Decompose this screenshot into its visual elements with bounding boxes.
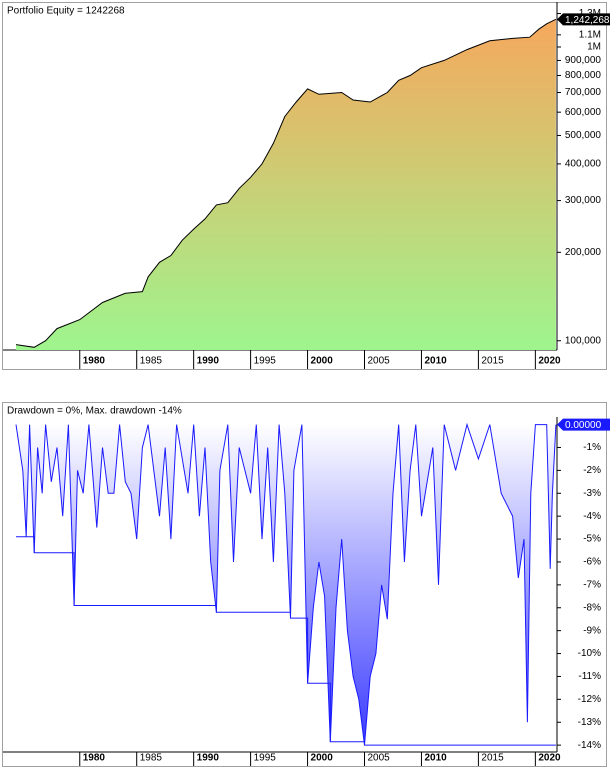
y-tick-label: 500,000 [565,130,602,141]
y-tick-label: -13% [578,717,601,728]
x-tick-label: 2020 [538,356,561,367]
x-tick-label: 1995 [254,356,277,367]
y-tick-label: -3% [583,488,601,499]
x-tick-label: 1985 [140,356,163,367]
y-tick-label: -4% [583,511,601,522]
x-tick-label: 2015 [481,356,504,367]
x-tick-label: 1980 [83,356,106,367]
x-tick-label: 2010 [424,753,447,764]
y-tick-label: 600,000 [565,107,602,118]
line [15,18,557,348]
y-tick-label: 100,000 [565,335,602,346]
area [16,19,556,350]
y-tick-label: 1M [587,42,601,53]
line [15,422,557,746]
y-tick-label: -1% [583,442,601,453]
y-tick-label: 900,000 [565,55,602,66]
plot [15,18,557,350]
y-tick-label: -5% [583,534,601,545]
y-tick-label: -14% [578,740,601,751]
y-tick-label: -12% [578,694,601,705]
value-label: 0.00000 [565,420,602,431]
plot [15,422,557,746]
x-tick-label: 1995 [254,753,277,764]
value-marker [557,13,610,26]
x-tick-label: 1990 [197,753,220,764]
y-tick-label: 700,000 [565,87,602,98]
y-tick-label: 800,000 [565,70,602,81]
y-tick-label: 1.1M [579,29,601,40]
y-tick-label: 300,000 [565,195,602,206]
y-tick-label: -9% [583,625,601,636]
x-tick-label: 1990 [197,356,220,367]
x-tick-label: 2005 [368,356,391,367]
x-tick-label: 1985 [140,753,163,764]
value-label: 1,242,268 [565,15,610,26]
x-tick-label: 2005 [368,753,391,764]
x-tick-label: 2015 [481,753,504,764]
line [16,536,556,746]
x-tick-label: 1980 [83,753,106,764]
y-tick-label: -2% [583,465,601,476]
y-tick-label: 200,000 [565,247,602,258]
x-tick-label: 2010 [424,356,447,367]
x-tick-label: 2000 [311,753,334,764]
x-tick-label: 2020 [538,753,561,764]
y-tick-label: -6% [583,557,601,568]
y-tick-label: 400,000 [565,159,602,170]
y-tick-label: -7% [583,579,601,590]
y-tick-label: -10% [578,648,601,659]
chart-title: Portfolio Equity = 1242268 [7,6,125,17]
x-tick-label: 2000 [311,356,334,367]
value-marker [557,418,610,431]
chart-title: Drawdown = 0%, Max. drawdown -14% [7,406,182,417]
y-tick-label: -8% [583,602,601,613]
y-tick-label: -11% [578,671,601,682]
